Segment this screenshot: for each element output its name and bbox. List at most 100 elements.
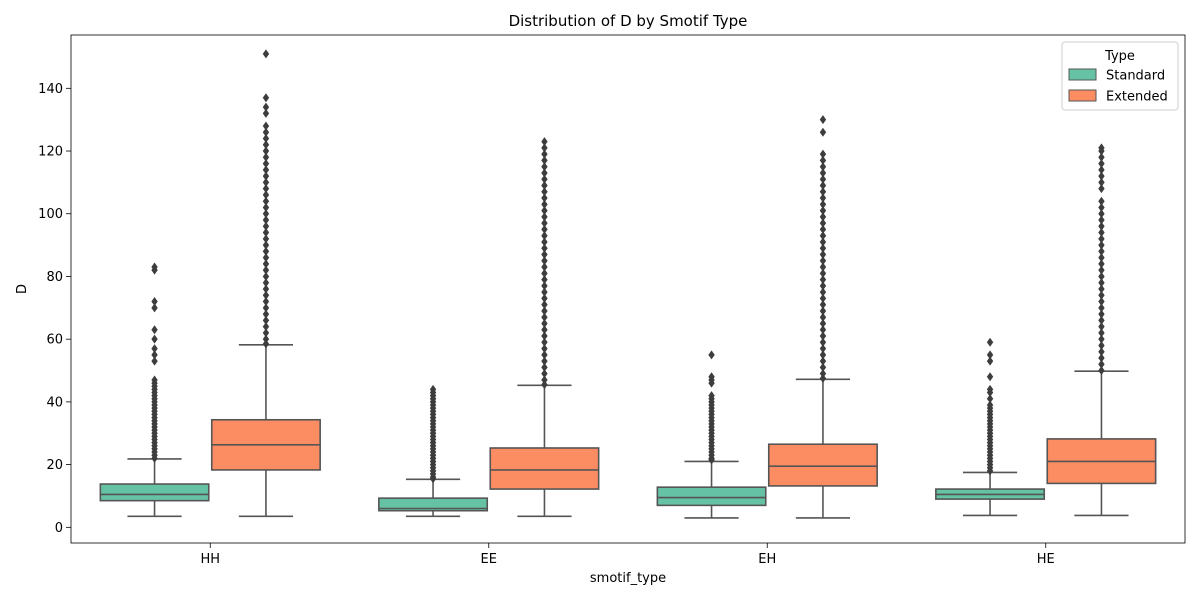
outlier-point	[262, 215, 270, 225]
outlier-point	[262, 152, 270, 162]
box-standard-he	[935, 337, 1046, 517]
outlier-point	[262, 253, 270, 263]
box-extended-hh	[210, 49, 321, 518]
outlier-point	[819, 369, 827, 379]
outlier-point	[151, 344, 158, 354]
outlier-point	[541, 137, 548, 147]
outlier-point	[1098, 328, 1105, 338]
outlier-point	[819, 344, 827, 354]
outlier-point	[819, 149, 827, 159]
box-standard-eh	[656, 350, 767, 519]
chart-title: Distribution of D by Smotif Type	[509, 12, 748, 30]
outlier-point	[262, 133, 270, 143]
y-tick-label: 0	[55, 521, 63, 536]
outlier-point	[541, 174, 548, 184]
outlier-point	[541, 256, 548, 266]
outlier-point	[541, 193, 548, 203]
outlier-point	[262, 93, 270, 103]
outlier-point	[429, 384, 437, 394]
outlier-point	[986, 372, 994, 382]
outlier-point	[1098, 271, 1105, 281]
outlier-point	[541, 380, 548, 390]
outlier-point	[262, 234, 270, 244]
box-iqr	[489, 447, 600, 490]
outlier-point	[541, 268, 548, 278]
outlier-point	[541, 287, 548, 297]
outlier-point	[819, 331, 827, 341]
outlier-point	[1098, 143, 1105, 153]
outlier-point	[541, 337, 548, 347]
outlier-point	[541, 325, 548, 335]
outlier-point	[819, 318, 827, 328]
outlier-point	[819, 293, 827, 303]
outlier-point	[1098, 228, 1105, 238]
outlier-point	[541, 262, 548, 272]
outlier-point	[151, 375, 158, 385]
plot-area	[99, 49, 1157, 519]
outlier-point	[1098, 202, 1105, 212]
outlier-point	[262, 334, 270, 344]
outlier-point	[262, 328, 270, 338]
legend-items: Standard Extended	[1068, 68, 1168, 105]
outlier-point	[541, 218, 548, 228]
outlier-point	[1098, 290, 1105, 300]
legend-label-standard: Standard	[1106, 69, 1165, 84]
outlier-point	[819, 250, 827, 260]
outlier-point	[1098, 347, 1105, 357]
outlier-point	[262, 209, 270, 219]
outlier-point	[1098, 253, 1105, 263]
outlier-point	[819, 281, 827, 291]
outlier-point	[151, 350, 158, 360]
outlier-point	[819, 162, 827, 172]
outlier-point	[1098, 215, 1105, 225]
y-axis: 0 20 40 60 80 100 120 140	[38, 82, 71, 536]
outlier-point	[262, 309, 270, 319]
outlier-point	[541, 149, 548, 159]
outlier-point	[262, 303, 270, 313]
outlier-point	[151, 325, 158, 335]
outlier-point	[1098, 240, 1105, 250]
outlier-point	[262, 259, 270, 269]
outlier-point	[262, 127, 270, 137]
outlier-point	[819, 300, 827, 310]
outlier-point	[262, 140, 270, 150]
outlier-point	[541, 187, 548, 197]
outlier-point	[262, 196, 270, 206]
outlier-point	[541, 237, 548, 247]
outlier-point	[262, 322, 270, 332]
outlier-point	[541, 318, 548, 328]
outlier-point	[541, 231, 548, 241]
outlier-point	[262, 265, 270, 275]
outlier-point	[986, 400, 994, 410]
outlier-point	[262, 297, 270, 307]
outlier-point	[262, 165, 270, 175]
outlier-point	[819, 115, 827, 125]
outlier-point	[262, 184, 270, 194]
outlier-point	[541, 356, 548, 366]
outlier-point	[1098, 366, 1105, 376]
outlier-point	[1098, 334, 1105, 344]
y-tick-label: 40	[46, 395, 63, 410]
outlier-point	[262, 315, 270, 325]
outlier-point	[262, 190, 270, 200]
outlier-point	[819, 287, 827, 297]
outlier-point	[541, 293, 548, 303]
outlier-point	[541, 250, 548, 260]
outlier-point	[819, 224, 827, 234]
outlier-point	[819, 193, 827, 203]
y-tick-label: 140	[38, 82, 63, 97]
outlier-point	[819, 168, 827, 178]
outlier-point	[541, 306, 548, 316]
outlier-point	[819, 206, 827, 216]
outlier-point	[986, 394, 994, 404]
legend-title: Type	[1104, 49, 1135, 64]
outlier-point	[1098, 353, 1105, 363]
outlier-point	[262, 271, 270, 281]
outlier-point	[986, 337, 994, 347]
outlier-point	[819, 356, 827, 366]
outlier-point	[541, 224, 548, 234]
outlier-point	[262, 102, 270, 112]
outlier-point	[819, 243, 827, 253]
outlier-point	[819, 350, 827, 360]
